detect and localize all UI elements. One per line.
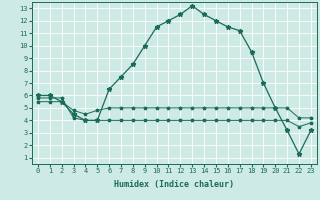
X-axis label: Humidex (Indice chaleur): Humidex (Indice chaleur) xyxy=(115,180,234,189)
